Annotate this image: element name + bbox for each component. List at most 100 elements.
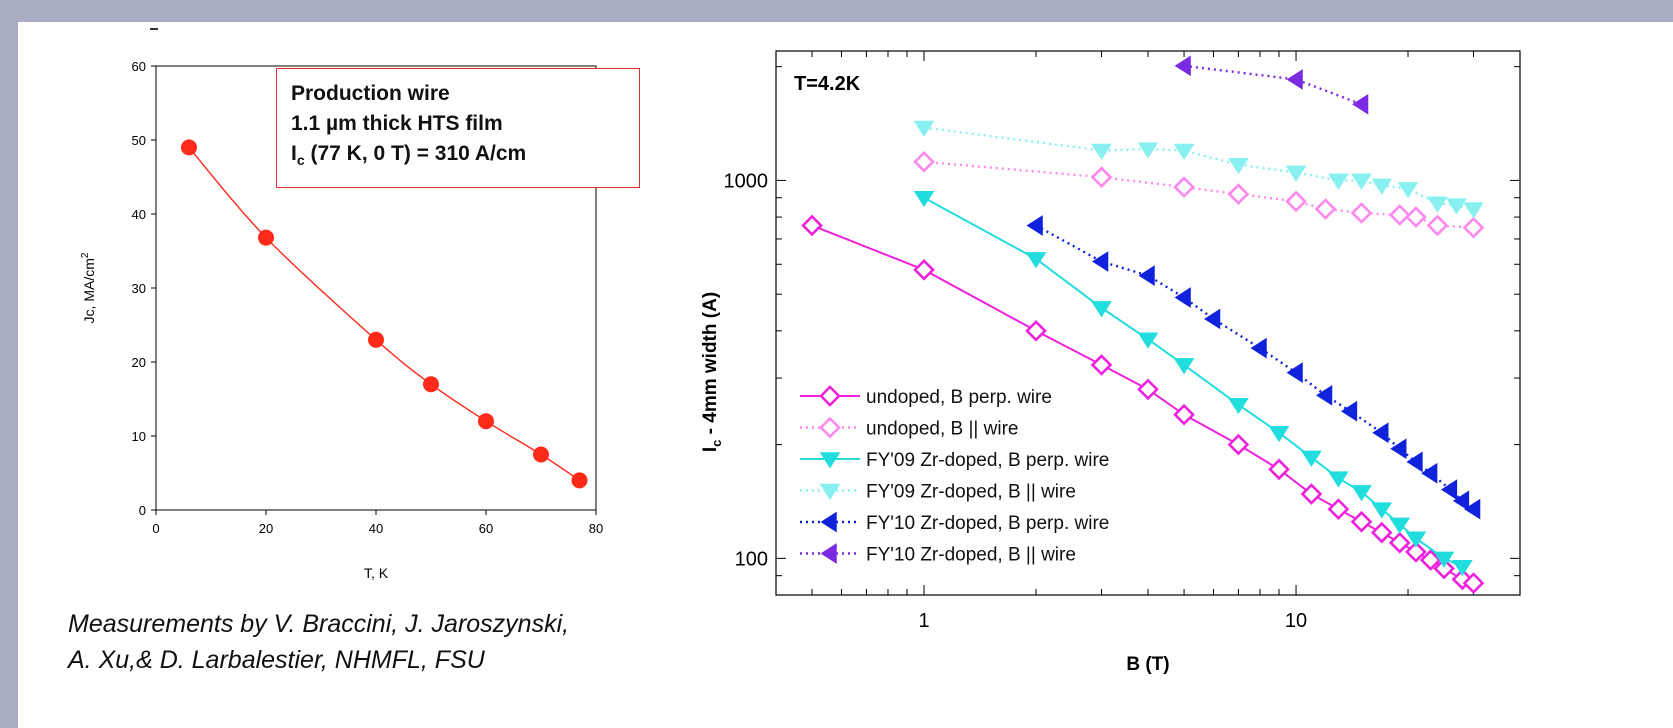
left-y-tick-label-6: 60 [132,59,146,74]
left-x-tick-label-4: 80 [589,521,603,536]
right-series-4-line [1035,224,1475,511]
right-series-1-line [923,160,1474,229]
left-data-point-1 [258,229,274,246]
right-x-tick-label-0: 1 [918,610,929,632]
right-series-3-point-12 [1463,202,1484,219]
note-line-2: 1.1 µm thick HTS film [291,112,503,135]
right-series-0-point-12 [1388,531,1411,554]
right-series [801,55,1485,594]
note-line-3-prefix: I [291,142,297,165]
right-series-0-point-6 [1227,433,1250,456]
right-series-3-point-0 [913,120,935,138]
credit-line-1: Measurements by V. Braccini, J. Jaroszyn… [68,610,570,638]
right-series-2-point-2 [1091,301,1112,318]
right-chart: 1 10 100 1000 T=4.2K B (T) Ic - 4mm width (… [700,50,1521,675]
right-series-3-point-1 [1091,143,1112,160]
right-series-0-point-16 [1451,568,1474,591]
right-series-4-point-4 [1204,308,1221,330]
legend-label-0: undoped, B perp. wire [866,387,1052,408]
left-data-point-4 [478,413,494,430]
legend-marker-2 [819,452,841,469]
right-series-3-point-9 [1397,182,1419,199]
left-y-axis-label: Jc, MA/cm2 [80,252,97,323]
right-series-1-point-5 [1314,198,1337,220]
right-series-4-point-2 [1138,265,1155,286]
right-series-1-point-0 [913,150,935,173]
left-x-tick-label-2: 40 [369,521,383,536]
legend-marker-3 [819,483,841,500]
right-series-3-point-8 [1371,178,1393,195]
right-series-0-point-17 [1462,572,1485,594]
right-series-1-point-6 [1350,202,1373,224]
right-series-3-point-11 [1446,198,1467,215]
right-series-0-point-9 [1327,498,1350,520]
left-y-tick-label-3: 30 [132,281,146,296]
left-y-tick-label-0: 0 [139,503,146,518]
right-series-3-point-4 [1228,158,1249,175]
right-series-4-point-6 [1286,362,1303,384]
right-legend: undoped, B perp. wire undoped, B || wire F… [800,385,1109,566]
right-series-4-point-3 [1174,287,1191,308]
right-series-2-point-3 [1137,332,1159,349]
left-y-tick-label-2: 20 [132,355,146,370]
right-series-4-point-15 [1464,498,1481,520]
right-series-3-point-2 [1137,142,1159,159]
legend-marker-0 [819,385,841,407]
left-y-axis-label-main: Jc, MA/cm [81,258,97,323]
right-y-tick-label-1: 1000 [724,170,769,192]
right-series-3-line [923,126,1474,211]
temperature-annotation: T=4.2K [794,73,861,95]
legend-label-3: FY'09 Zr-doped, B || wire [866,482,1076,503]
right-series-5-point-1 [1286,69,1303,90]
right-series-4-point-5 [1250,337,1267,359]
left-data-point-6 [571,472,588,489]
left-data-point-5 [533,446,549,463]
right-series-0-point-3 [1090,354,1113,376]
right-series-4-point-11 [1406,451,1423,473]
right-series-4-point-1 [1092,251,1109,272]
note-line-1: Production wire [291,82,450,105]
right-series-3-point-10 [1427,196,1448,213]
left-data-point-0 [181,139,197,156]
left-y-tick-label-4: 40 [132,207,146,222]
right-series-0-point-7 [1268,458,1290,481]
right-series-4-point-14 [1452,490,1470,512]
figure-panel: 0 20 40 60 80 0 10 20 30 40 50 60 T, K Jc, MA/cm2 1… [18,22,1673,728]
right-series-3-point-5 [1285,165,1307,182]
legend-label-2: FY'09 Zr-doped, B perp. wire [866,450,1109,471]
right-series-2-point-0 [913,190,935,208]
left-y-tick-label-5: 50 [132,133,146,148]
left-x-tick-label-1: 20 [259,521,273,536]
right-series-1-point-7 [1388,204,1411,226]
right-series-0-point-4 [1137,378,1159,401]
right-series-1-point-1 [1090,166,1113,189]
right-series-0-point-0 [801,214,823,237]
right-series-1-point-4 [1285,190,1307,213]
right-y-axis-label-main: I [700,447,721,452]
measurement-credit: Measurements by V. Braccini, J. Jaroszyn… [68,606,569,678]
right-y-tick-label-0: 100 [735,548,768,570]
right-series-5-point-0 [1174,55,1191,77]
right-series-0-point-5 [1173,403,1195,426]
right-series-0-point-1 [913,258,935,281]
left-x-axis-label: T, K [364,565,389,581]
right-series-1-point-2 [1173,176,1195,198]
legend-marker-1 [819,416,841,439]
right-series-0-point-14 [1419,549,1442,571]
left-chart: 0 20 40 60 80 0 10 20 30 40 50 60 T, K Jc, MA/cm2 [80,59,603,581]
right-y-axis-label-sub: c [709,440,724,447]
left-data-point-3 [423,376,439,393]
legend-label-5: FY'10 Zr-doped, B || wire [866,545,1076,566]
right-series-2-point-12 [1405,531,1427,548]
note-line-3-suffix: (77 K, 0 T) = 310 A/cm [304,142,527,165]
left-data-point-2 [368,331,384,348]
right-series-2-point-4 [1173,358,1195,375]
right-y-axis-label-rest: - 4mm width (A) [700,292,721,440]
note-line-3-sub: c [296,152,305,169]
right-series-5-point-2 [1352,93,1369,115]
left-series [181,139,588,489]
right-series-1-point-10 [1462,216,1485,239]
left-y-tick-label-1: 10 [132,429,146,444]
right-series-3-point-6 [1328,173,1349,190]
right-series-2-point-5 [1228,397,1249,415]
